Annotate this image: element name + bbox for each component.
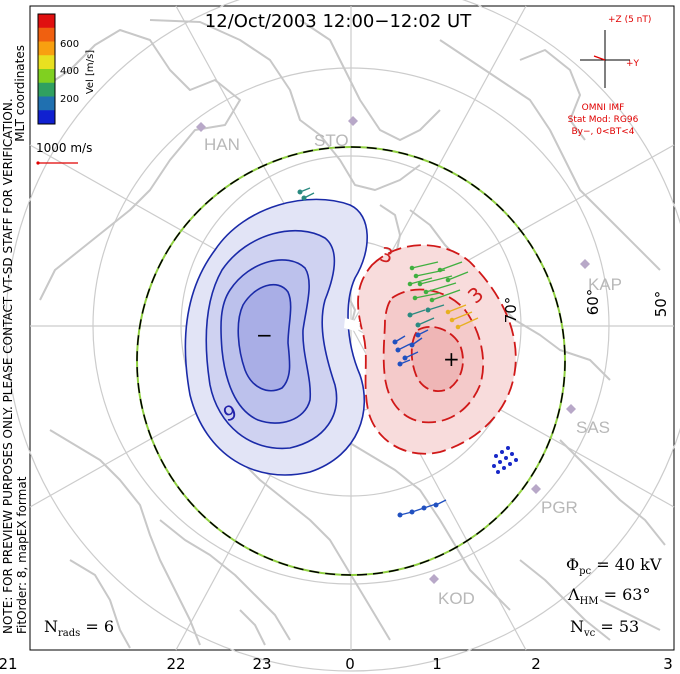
pos-potential-max-marker: + [443,347,460,371]
map-statistics: Φpc = 40 kV ΛHM = 63° Nvc = 53 Nrads = 6 [44,555,662,639]
velocity-colorbar [37,13,56,125]
colorbar-swatch [38,55,55,70]
radar-stations: HAN STO KAP SAS PGR KOD [196,116,622,608]
mlt-label-21: 21 [0,655,18,673]
lat-label-50: 50° [652,291,670,318]
colorbar-label: Vel [m/s] [85,50,96,94]
imf-z-label: +Z (5 nT) [608,15,651,25]
mlt-label-0: 0 [345,655,355,673]
velocity-vectors [297,187,518,518]
stat-lambda-hm: ΛHM = 63° [567,585,650,607]
hm-boundary [136,146,566,576]
mlt-label-1: 1 [432,655,442,673]
imf-vector [593,55,606,61]
vector-group-teal [297,187,445,328]
lat-label-60: 60° [584,289,602,316]
vector-group-green [407,261,469,303]
stat-n-rads: Nrads = 6 [44,617,114,639]
vector-group-yellow [445,304,479,330]
neg-contour-4 [237,283,292,392]
mlt-label-2: 2 [531,655,541,673]
station-label-sto: STO [314,131,349,150]
imf-model-line2: By−, 0<BT<4 [572,127,635,137]
mlt-label-3: 3 [663,655,673,673]
fit-order-note: FitOrder: 8, mapEX format [15,476,29,634]
station-label-kod: KOD [438,589,475,608]
imf-y-label: +Y [626,59,640,69]
lat-label-70: 70° [502,297,520,324]
station-sas: SAS [566,404,610,437]
colorbar-swatch [38,69,55,84]
colorbar-swatch [38,96,55,111]
mlt-axis-labels: 21 22 23 0 1 2 3 [0,655,673,673]
imf-model-line1: Stat Mod: RG96 [568,115,639,125]
vector-group-deep-blue [492,446,518,474]
latitude-labels: 70° 60° 50° [502,289,670,324]
imf-source: OMNI IMF [582,103,625,113]
map-title: 12/Oct/2003 12:00−12:02 UT [205,11,472,32]
stat-phi-pc: Φpc = 40 kV [566,555,662,577]
colorbar-swatch [38,110,55,125]
imf-clock: +Z (5 nT) +Y OMNI IMF Stat Mod: RG96 By−… [568,15,652,137]
neg-potential-min-marker: − [256,323,273,347]
mlt-label-23: 23 [252,655,271,673]
mlt-label-22: 22 [166,655,185,673]
coordinates-label-top: MLT coordinates [13,45,27,142]
negative-convection-cell: 9 − [184,198,368,476]
positive-convection-cell: 3 3 + [357,242,517,455]
vector-group-blue [392,329,447,518]
station-label-sas: SAS [576,418,610,437]
station-kap: KAP [580,259,622,294]
station-pgr: PGR [531,484,578,517]
station-label-pgr: PGR [541,498,578,517]
colorbar-border [37,13,56,125]
colorbar-swatch [38,41,55,56]
preview-note: NOTE: FOR PREVIEW PURPOSES ONLY. PLEASE … [1,98,15,634]
colorbar-tick-600: 600 [60,39,79,50]
stat-n-vc: Nvc = 53 [570,617,639,639]
pole-marker [344,318,360,332]
station-sto: STO [314,116,358,150]
colorbar-swatch [38,14,55,29]
pos-contour-label-a: 3 [377,242,396,268]
station-kod: KOD [429,574,475,608]
vector-scale-origin [36,161,40,165]
station-label-han: HAN [204,135,240,154]
colorbar-tick-400: 400 [60,66,79,77]
station-label-kap: KAP [588,275,622,294]
station-han: HAN [196,122,240,154]
colorbar-swatch [38,82,55,97]
pos-contour-3 [410,325,464,392]
lat-circle-50 [5,0,680,672]
colorbar-tick-200: 200 [60,94,79,105]
colorbar-swatch [38,27,55,42]
vector-scale-label: 1000 m/s [36,141,92,155]
